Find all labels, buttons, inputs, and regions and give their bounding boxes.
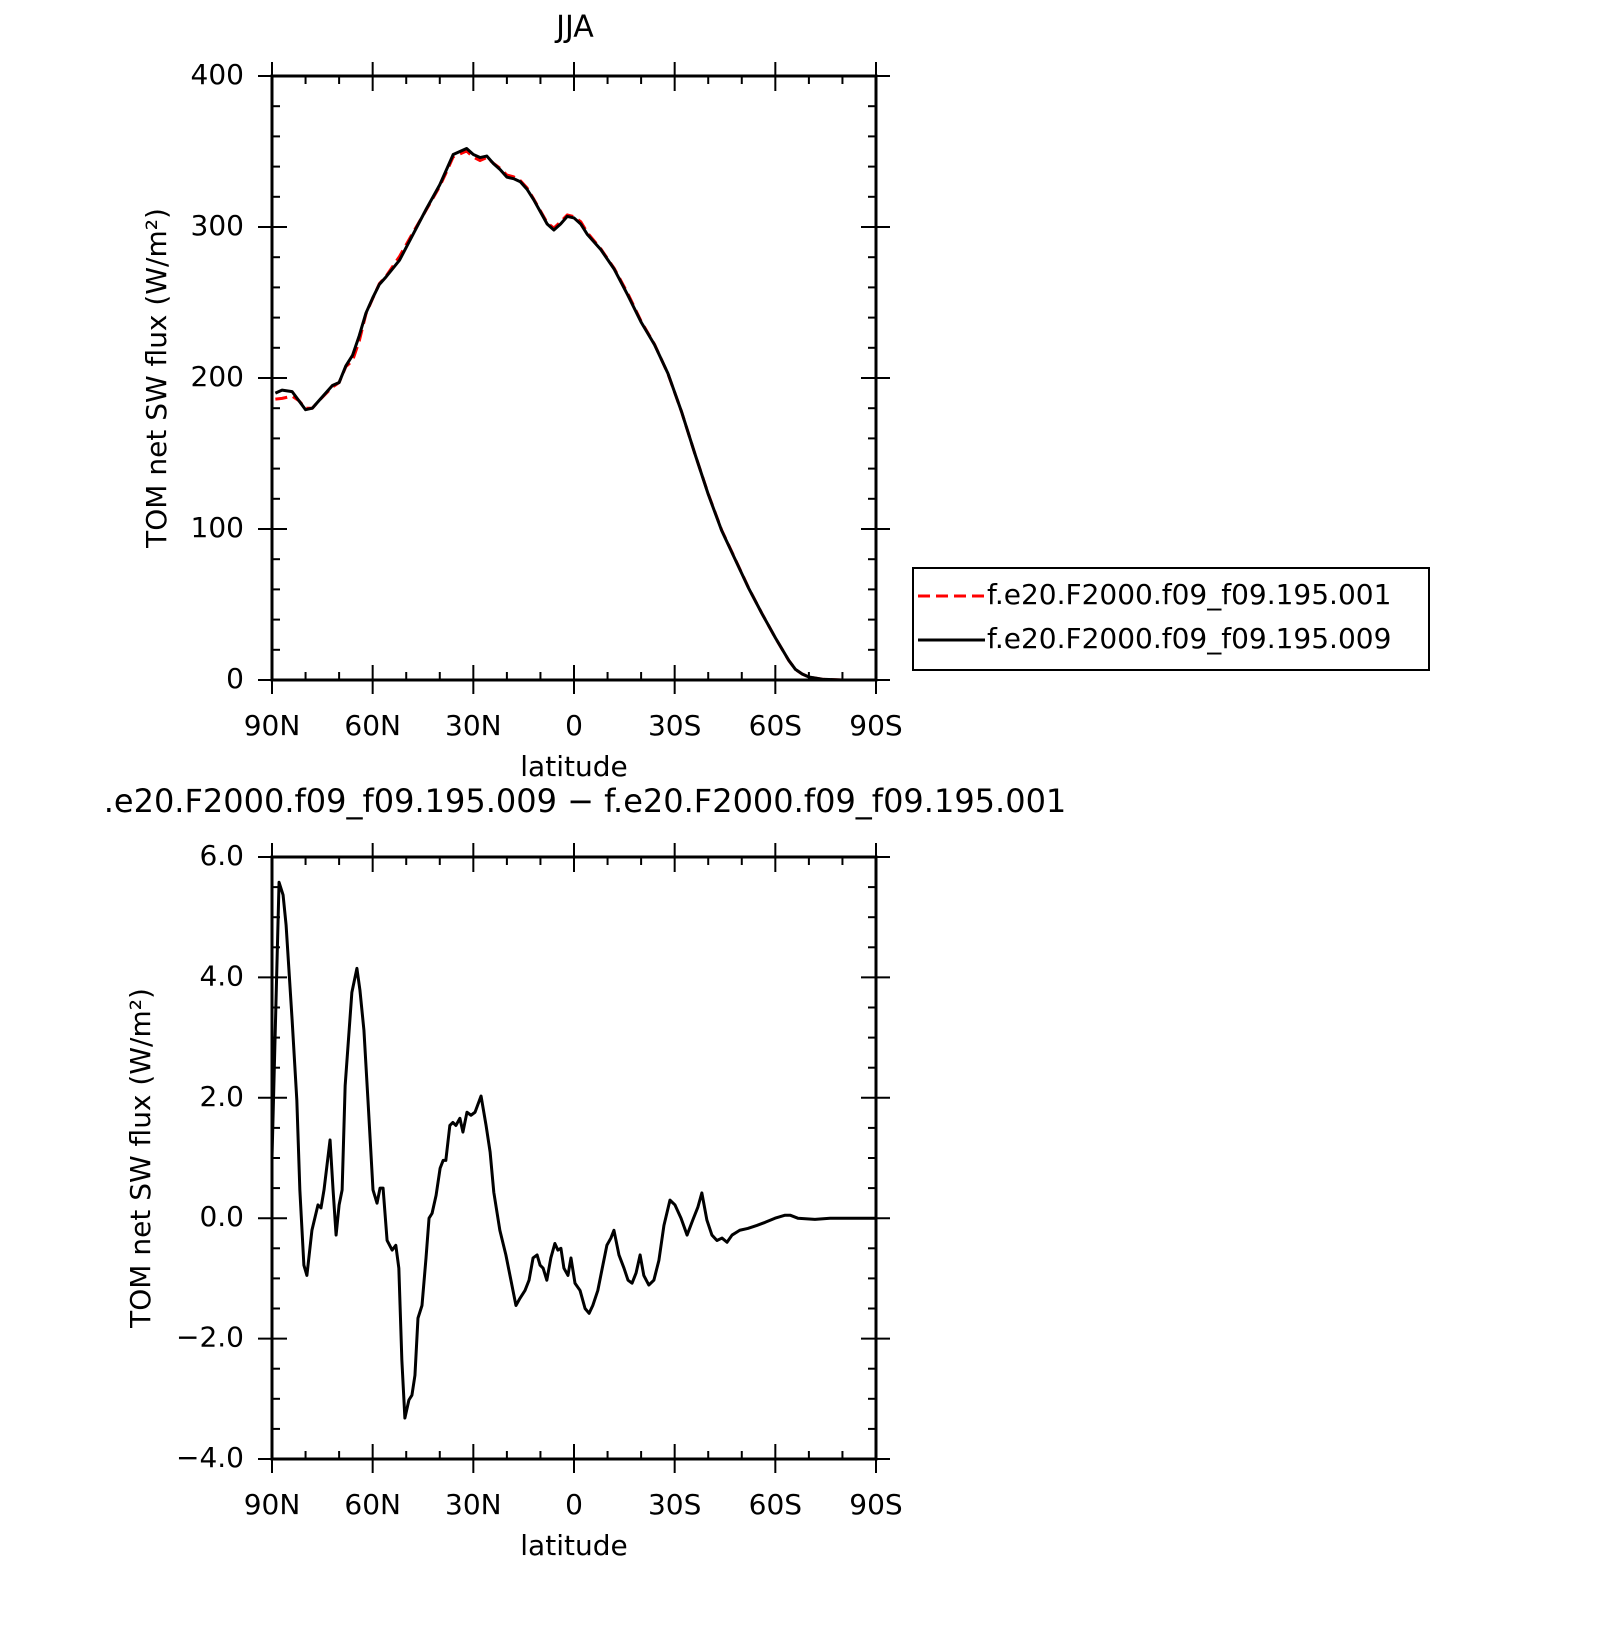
x-tick-label: 0 bbox=[565, 709, 583, 742]
legend-box bbox=[912, 567, 1430, 671]
x-tick-label: 60S bbox=[749, 1488, 802, 1521]
y-axis-label: TOM net SW flux (W/m²) bbox=[124, 988, 157, 1329]
y-tick-label: 6.0 bbox=[199, 839, 244, 872]
x-tick-label: 30S bbox=[648, 1488, 701, 1521]
y-tick-label: 2.0 bbox=[199, 1080, 244, 1113]
plot-frame bbox=[270, 74, 878, 682]
x-tick-label: 90N bbox=[244, 1488, 301, 1521]
chart-title: .e20.F2000.f09_f09.195.009 − f.e20.F2000… bbox=[104, 782, 1067, 820]
y-tick-label: 0 bbox=[226, 662, 244, 695]
x-tick-label: 0 bbox=[565, 1488, 583, 1521]
plot-frame bbox=[270, 855, 878, 1461]
y-tick-label: −4.0 bbox=[176, 1441, 244, 1474]
y-tick-label: 0.0 bbox=[199, 1200, 244, 1233]
x-tick-label: 60N bbox=[344, 1488, 401, 1521]
data-line bbox=[270, 880, 876, 1420]
x-tick-label: 90S bbox=[849, 1488, 902, 1521]
data-line bbox=[275, 149, 873, 682]
y-tick-label: 100 bbox=[191, 511, 244, 544]
x-tick-label: 30N bbox=[445, 1488, 502, 1521]
x-tick-label: 60S bbox=[749, 709, 802, 742]
y-tick-label: 400 bbox=[191, 58, 244, 91]
x-tick-label: 30S bbox=[648, 709, 701, 742]
chart-title: JJA bbox=[554, 10, 594, 45]
y-axis-label: TOM net SW flux (W/m²) bbox=[140, 208, 173, 549]
legend-label: f.e20.F2000.f09_f09.195.001 bbox=[987, 578, 1391, 611]
legend-label: f.e20.F2000.f09_f09.195.009 bbox=[987, 622, 1391, 655]
y-tick-label: 4.0 bbox=[199, 959, 244, 992]
legend: f.e20.F2000.f09_f09.195.001 f.e20.F2000.f… bbox=[912, 567, 1430, 671]
data-line bbox=[274, 146, 873, 682]
panel: JJA 90N 60N 30N 0 30S 60S 90S 0 100 200 300 400 latit… bbox=[140, 10, 1430, 783]
y-tick-label: 200 bbox=[191, 360, 244, 393]
y-tick-label: 300 bbox=[191, 209, 244, 242]
x-tick-label: 90N bbox=[244, 709, 301, 742]
x-axis-label: latitude bbox=[520, 750, 627, 783]
x-axis-label: latitude bbox=[520, 1529, 627, 1562]
x-tick-label: 30N bbox=[445, 709, 502, 742]
x-tick-label: 60N bbox=[344, 709, 401, 742]
x-tick-label: 90S bbox=[849, 709, 902, 742]
panel: .e20.F2000.f09_f09.195.009 − f.e20.F2000… bbox=[104, 782, 1067, 1562]
y-tick-label: −2.0 bbox=[176, 1321, 244, 1354]
